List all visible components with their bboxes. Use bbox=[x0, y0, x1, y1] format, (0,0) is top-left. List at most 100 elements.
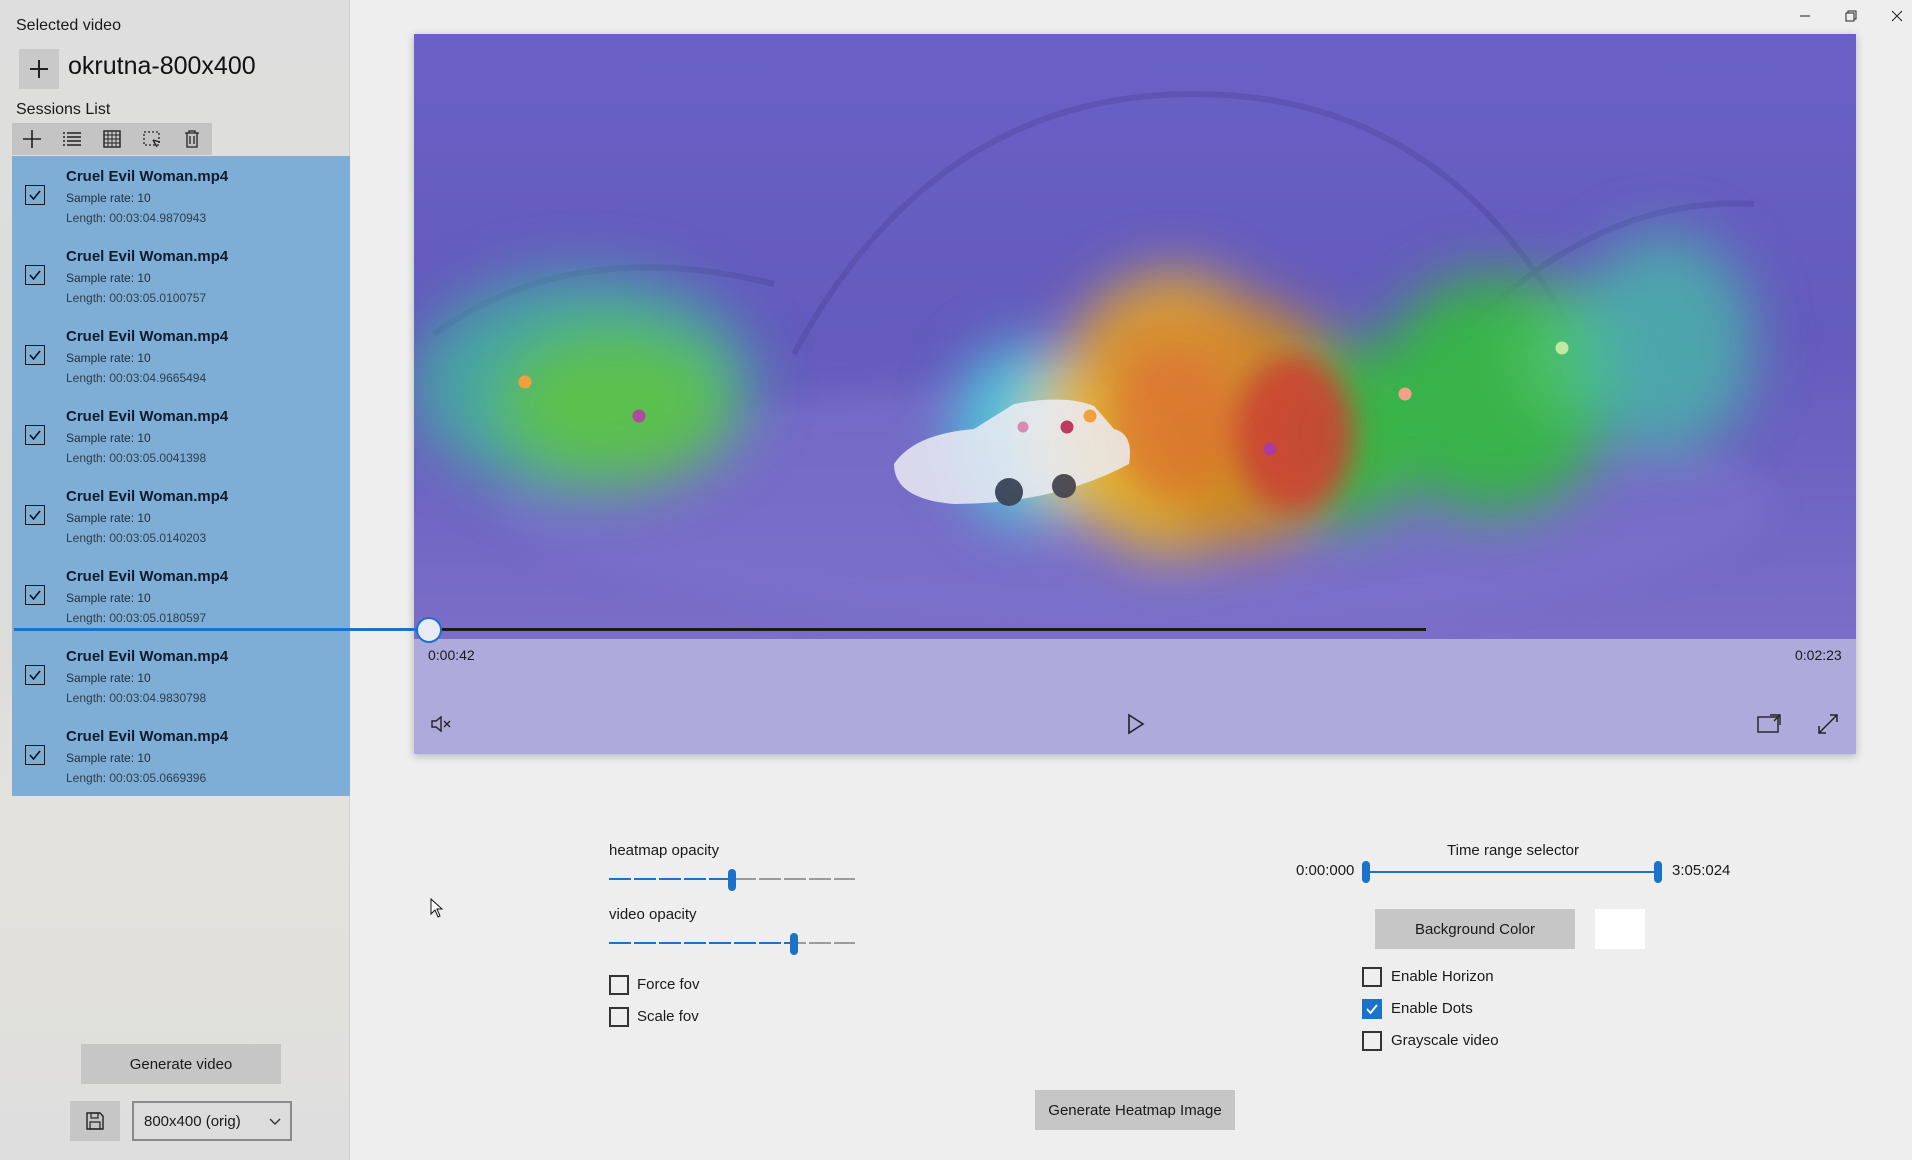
session-sample-rate: Sample rate: 10 bbox=[66, 351, 151, 365]
cast-button[interactable] bbox=[1755, 710, 1783, 738]
session-title: Cruel Evil Woman.mp4 bbox=[66, 488, 229, 505]
mouse-cursor-icon bbox=[430, 898, 444, 918]
resolution-value: 800x400 (orig) bbox=[144, 1112, 241, 1130]
selected-video-name: okrutna-800x400 bbox=[68, 52, 256, 80]
select-icon bbox=[143, 131, 161, 148]
selected-video-label: Selected video bbox=[16, 17, 121, 34]
time-range-start-thumb[interactable] bbox=[1362, 861, 1370, 883]
grid-view-button[interactable] bbox=[92, 123, 132, 155]
sessions-list-label: Sessions List bbox=[16, 101, 111, 118]
session-title: Cruel Evil Woman.mp4 bbox=[66, 328, 229, 345]
session-checkbox[interactable] bbox=[25, 425, 45, 445]
enable-horizon-checkbox[interactable] bbox=[1362, 967, 1382, 987]
video-opacity-slider[interactable] bbox=[609, 933, 909, 955]
current-time: 0:00:42 bbox=[428, 647, 475, 663]
add-video-button[interactable] bbox=[19, 49, 59, 89]
force-fov-checkbox[interactable] bbox=[609, 975, 629, 995]
generate-heatmap-button[interactable]: Generate Heatmap Image bbox=[1035, 1090, 1235, 1130]
left-pane: Selected video okrutna-800x400 Sessions … bbox=[0, 0, 350, 1160]
minimize-button[interactable] bbox=[1782, 0, 1828, 32]
session-list: Cruel Evil Woman.mp4 Sample rate: 10 Len… bbox=[12, 156, 350, 796]
slider-thumb[interactable] bbox=[728, 869, 736, 891]
force-fov-label: Force fov bbox=[637, 976, 700, 993]
minimize-icon bbox=[1800, 15, 1810, 17]
enable-dots-checkbox[interactable] bbox=[1362, 999, 1382, 1019]
session-length: Length: 00:03:04.9665494 bbox=[66, 371, 207, 385]
chevron-down-icon bbox=[269, 1118, 281, 1125]
generate-video-button[interactable]: Generate video bbox=[81, 1044, 281, 1084]
background-color-button[interactable]: Background Color bbox=[1375, 909, 1575, 949]
session-title: Cruel Evil Woman.mp4 bbox=[66, 648, 229, 665]
heatmap-opacity-slider[interactable] bbox=[609, 869, 909, 891]
session-checkbox[interactable] bbox=[25, 345, 45, 365]
session-sample-rate: Sample rate: 10 bbox=[66, 191, 151, 205]
video-player[interactable] bbox=[414, 34, 1856, 754]
session-title: Cruel Evil Woman.mp4 bbox=[66, 568, 229, 585]
session-sample-rate: Sample rate: 10 bbox=[66, 511, 151, 525]
session-item[interactable]: Cruel Evil Woman.mp4 Sample rate: 10 Len… bbox=[12, 476, 350, 556]
session-sample-rate: Sample rate: 10 bbox=[66, 431, 151, 445]
session-item[interactable]: Cruel Evil Woman.mp4 Sample rate: 10 Len… bbox=[12, 716, 350, 796]
restore-icon bbox=[1845, 10, 1857, 22]
scale-fov-checkbox[interactable] bbox=[609, 1007, 629, 1027]
time-range-start: 0:00:000 bbox=[1296, 862, 1355, 879]
session-checkbox[interactable] bbox=[25, 185, 45, 205]
save-icon bbox=[86, 1112, 104, 1130]
seek-thumb[interactable] bbox=[416, 617, 442, 643]
plus-icon bbox=[30, 60, 48, 78]
select-sessions-button[interactable] bbox=[132, 123, 172, 155]
session-item[interactable]: Cruel Evil Woman.mp4 Sample rate: 10 Len… bbox=[12, 156, 350, 236]
session-checkbox[interactable] bbox=[25, 505, 45, 525]
add-session-button[interactable] bbox=[12, 123, 52, 155]
save-button[interactable] bbox=[70, 1101, 120, 1141]
session-length: Length: 00:03:05.0100757 bbox=[66, 291, 207, 305]
enable-dots-label: Enable Dots bbox=[1391, 1000, 1473, 1017]
resolution-dropdown[interactable]: 800x400 (orig) bbox=[132, 1101, 292, 1141]
session-checkbox[interactable] bbox=[25, 265, 45, 285]
sessions-toolbar bbox=[12, 123, 212, 155]
delete-icon bbox=[185, 130, 199, 148]
session-title: Cruel Evil Woman.mp4 bbox=[66, 248, 229, 265]
heatmap-video-frame bbox=[414, 34, 1856, 639]
list-view-button[interactable] bbox=[52, 123, 92, 155]
seek-track[interactable] bbox=[14, 628, 1426, 631]
delete-session-button[interactable] bbox=[172, 123, 212, 155]
player-controls-bar bbox=[414, 639, 1856, 754]
time-range-track[interactable] bbox=[1366, 871, 1658, 873]
session-item[interactable]: Cruel Evil Woman.mp4 Sample rate: 10 Len… bbox=[12, 236, 350, 316]
close-button[interactable] bbox=[1874, 0, 1912, 32]
session-sample-rate: Sample rate: 10 bbox=[66, 271, 151, 285]
session-item[interactable]: Cruel Evil Woman.mp4 Sample rate: 10 Len… bbox=[12, 556, 350, 636]
session-length: Length: 00:03:05.0140203 bbox=[66, 531, 207, 545]
cast-icon bbox=[1757, 714, 1781, 733]
heatmap-opacity-label: heatmap opacity bbox=[609, 842, 720, 859]
fullscreen-button[interactable] bbox=[1814, 710, 1842, 738]
mute-button[interactable] bbox=[427, 710, 455, 738]
session-length: Length: 00:03:05.0669396 bbox=[66, 771, 207, 785]
checkmark-icon bbox=[29, 270, 41, 281]
checkmark-icon bbox=[29, 590, 41, 601]
seek-progress bbox=[14, 628, 429, 631]
slider-thumb[interactable] bbox=[790, 933, 798, 955]
session-sample-rate: Sample rate: 10 bbox=[66, 591, 151, 605]
restore-button[interactable] bbox=[1828, 0, 1874, 32]
checkmark-icon bbox=[1366, 1004, 1378, 1015]
session-item[interactable]: Cruel Evil Woman.mp4 Sample rate: 10 Len… bbox=[12, 316, 350, 396]
checkmark-icon bbox=[29, 510, 41, 521]
session-checkbox[interactable] bbox=[25, 745, 45, 765]
session-checkbox[interactable] bbox=[25, 665, 45, 685]
session-title: Cruel Evil Woman.mp4 bbox=[66, 728, 229, 745]
session-title: Cruel Evil Woman.mp4 bbox=[66, 408, 229, 425]
scale-fov-label: Scale fov bbox=[637, 1008, 699, 1025]
session-item[interactable]: Cruel Evil Woman.mp4 Sample rate: 10 Len… bbox=[12, 396, 350, 476]
background-color-swatch[interactable] bbox=[1595, 909, 1645, 949]
session-checkbox[interactable] bbox=[25, 585, 45, 605]
fullscreen-icon bbox=[1818, 714, 1838, 734]
total-time: 0:02:23 bbox=[1795, 647, 1842, 663]
session-length: Length: 00:03:05.0041398 bbox=[66, 451, 207, 465]
play-button[interactable] bbox=[1121, 710, 1149, 738]
grayscale-video-label: Grayscale video bbox=[1391, 1032, 1499, 1049]
grayscale-video-checkbox[interactable] bbox=[1362, 1031, 1382, 1051]
time-range-end-thumb[interactable] bbox=[1654, 861, 1662, 883]
session-item[interactable]: Cruel Evil Woman.mp4 Sample rate: 10 Len… bbox=[12, 636, 350, 716]
